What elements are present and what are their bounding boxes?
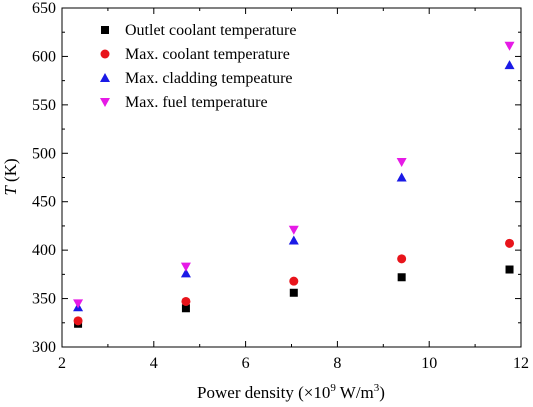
x-axis-label: Power density (×109 W/m3) bbox=[197, 382, 385, 402]
y-tick-label: 400 bbox=[32, 242, 56, 259]
data-point bbox=[397, 254, 407, 264]
axis-ticks bbox=[61, 7, 522, 348]
legend-marker bbox=[100, 98, 110, 107]
x-tick-label: 8 bbox=[333, 355, 341, 372]
data-point bbox=[73, 316, 83, 326]
y-tick-label: 450 bbox=[32, 194, 56, 211]
y-tick-label: 500 bbox=[32, 145, 56, 162]
data-point bbox=[289, 288, 298, 297]
data-point bbox=[396, 172, 407, 182]
legend-entry: Outlet coolant temperature bbox=[125, 22, 296, 39]
y-tick-label: 650 bbox=[32, 0, 56, 17]
data-point bbox=[289, 276, 299, 286]
data-point bbox=[180, 268, 191, 278]
x-tick-label: 12 bbox=[513, 355, 529, 372]
y-tick-label: 300 bbox=[32, 339, 56, 356]
legend-entry: Max. coolant temperature bbox=[125, 46, 290, 63]
data-point bbox=[397, 273, 406, 282]
x-tick-label: 4 bbox=[150, 355, 158, 372]
data-point bbox=[505, 265, 514, 274]
data-point bbox=[181, 304, 190, 313]
tick-labels: 2 4 6 8 10 12 300 350 400 450 500 550 600 650 bbox=[32, 0, 529, 372]
data-point bbox=[73, 299, 84, 309]
data-point bbox=[288, 225, 299, 235]
legend-marker bbox=[100, 73, 110, 82]
legend: Outlet coolant temperature Max. coolant t… bbox=[100, 22, 296, 111]
data-points bbox=[73, 41, 515, 328]
y-tick-label: 550 bbox=[32, 97, 56, 114]
y-tick-label: 600 bbox=[32, 48, 56, 65]
y-tick-label: 350 bbox=[32, 291, 56, 308]
legend-entry: Max. cladding tempeature bbox=[125, 70, 293, 87]
data-point bbox=[505, 238, 515, 248]
y-axis-label: T (K) bbox=[1, 158, 20, 195]
data-point bbox=[396, 158, 407, 168]
data-point bbox=[504, 60, 515, 70]
x-tick-label: 6 bbox=[242, 355, 250, 372]
data-point bbox=[504, 41, 515, 51]
data-point bbox=[181, 296, 191, 306]
data-point bbox=[180, 262, 191, 272]
legend-marker bbox=[100, 49, 110, 59]
x-tick-label: 10 bbox=[421, 355, 437, 372]
legend-entry: Max. fuel temperature bbox=[125, 94, 268, 111]
legend-marker bbox=[101, 26, 109, 34]
data-point bbox=[288, 235, 299, 245]
x-tick-label: 2 bbox=[58, 355, 66, 372]
